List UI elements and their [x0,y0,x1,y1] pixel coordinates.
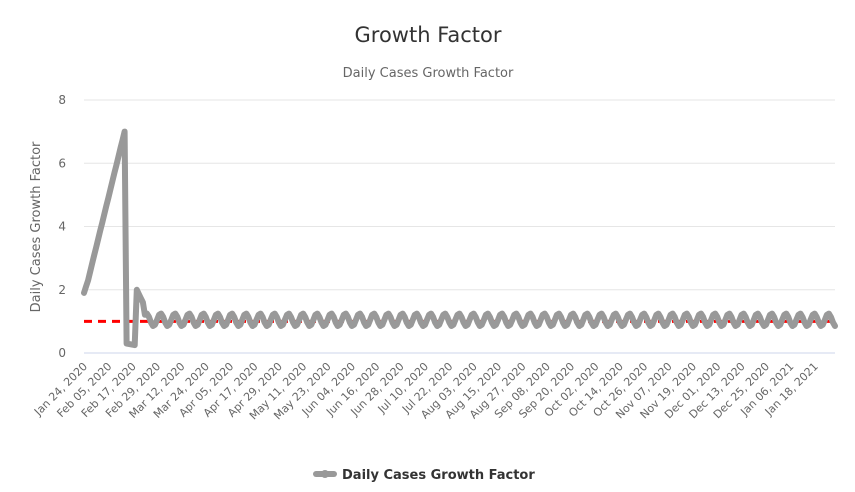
y-tick-label: 0 [58,346,66,360]
legend-marker-icon [321,470,329,478]
legend-item[interactable]: Daily Cases Growth Factor [313,468,535,483]
data-point [86,278,91,283]
y-tick-label: 6 [58,156,66,170]
chart-title: Growth Factor [355,23,502,47]
data-point [122,129,127,134]
data-point [140,300,145,305]
y-tick-label: 4 [58,220,66,234]
y-tick-label: 2 [58,283,66,297]
data-point [124,341,129,346]
data-point [134,287,139,292]
data-points [82,129,145,348]
data-point [132,343,137,348]
chart-subtitle: Daily Cases Growth Factor [343,66,514,81]
series-line [81,128,838,349]
data-point [82,290,86,295]
y-tick-label: 8 [58,93,66,107]
y-axis-ticks: 0 2 4 6 8 [58,93,66,360]
gridlines [84,99,835,291]
legend-label: Daily Cases Growth Factor [342,468,535,483]
y-axis-label: Daily Cases Growth Factor [29,141,44,312]
